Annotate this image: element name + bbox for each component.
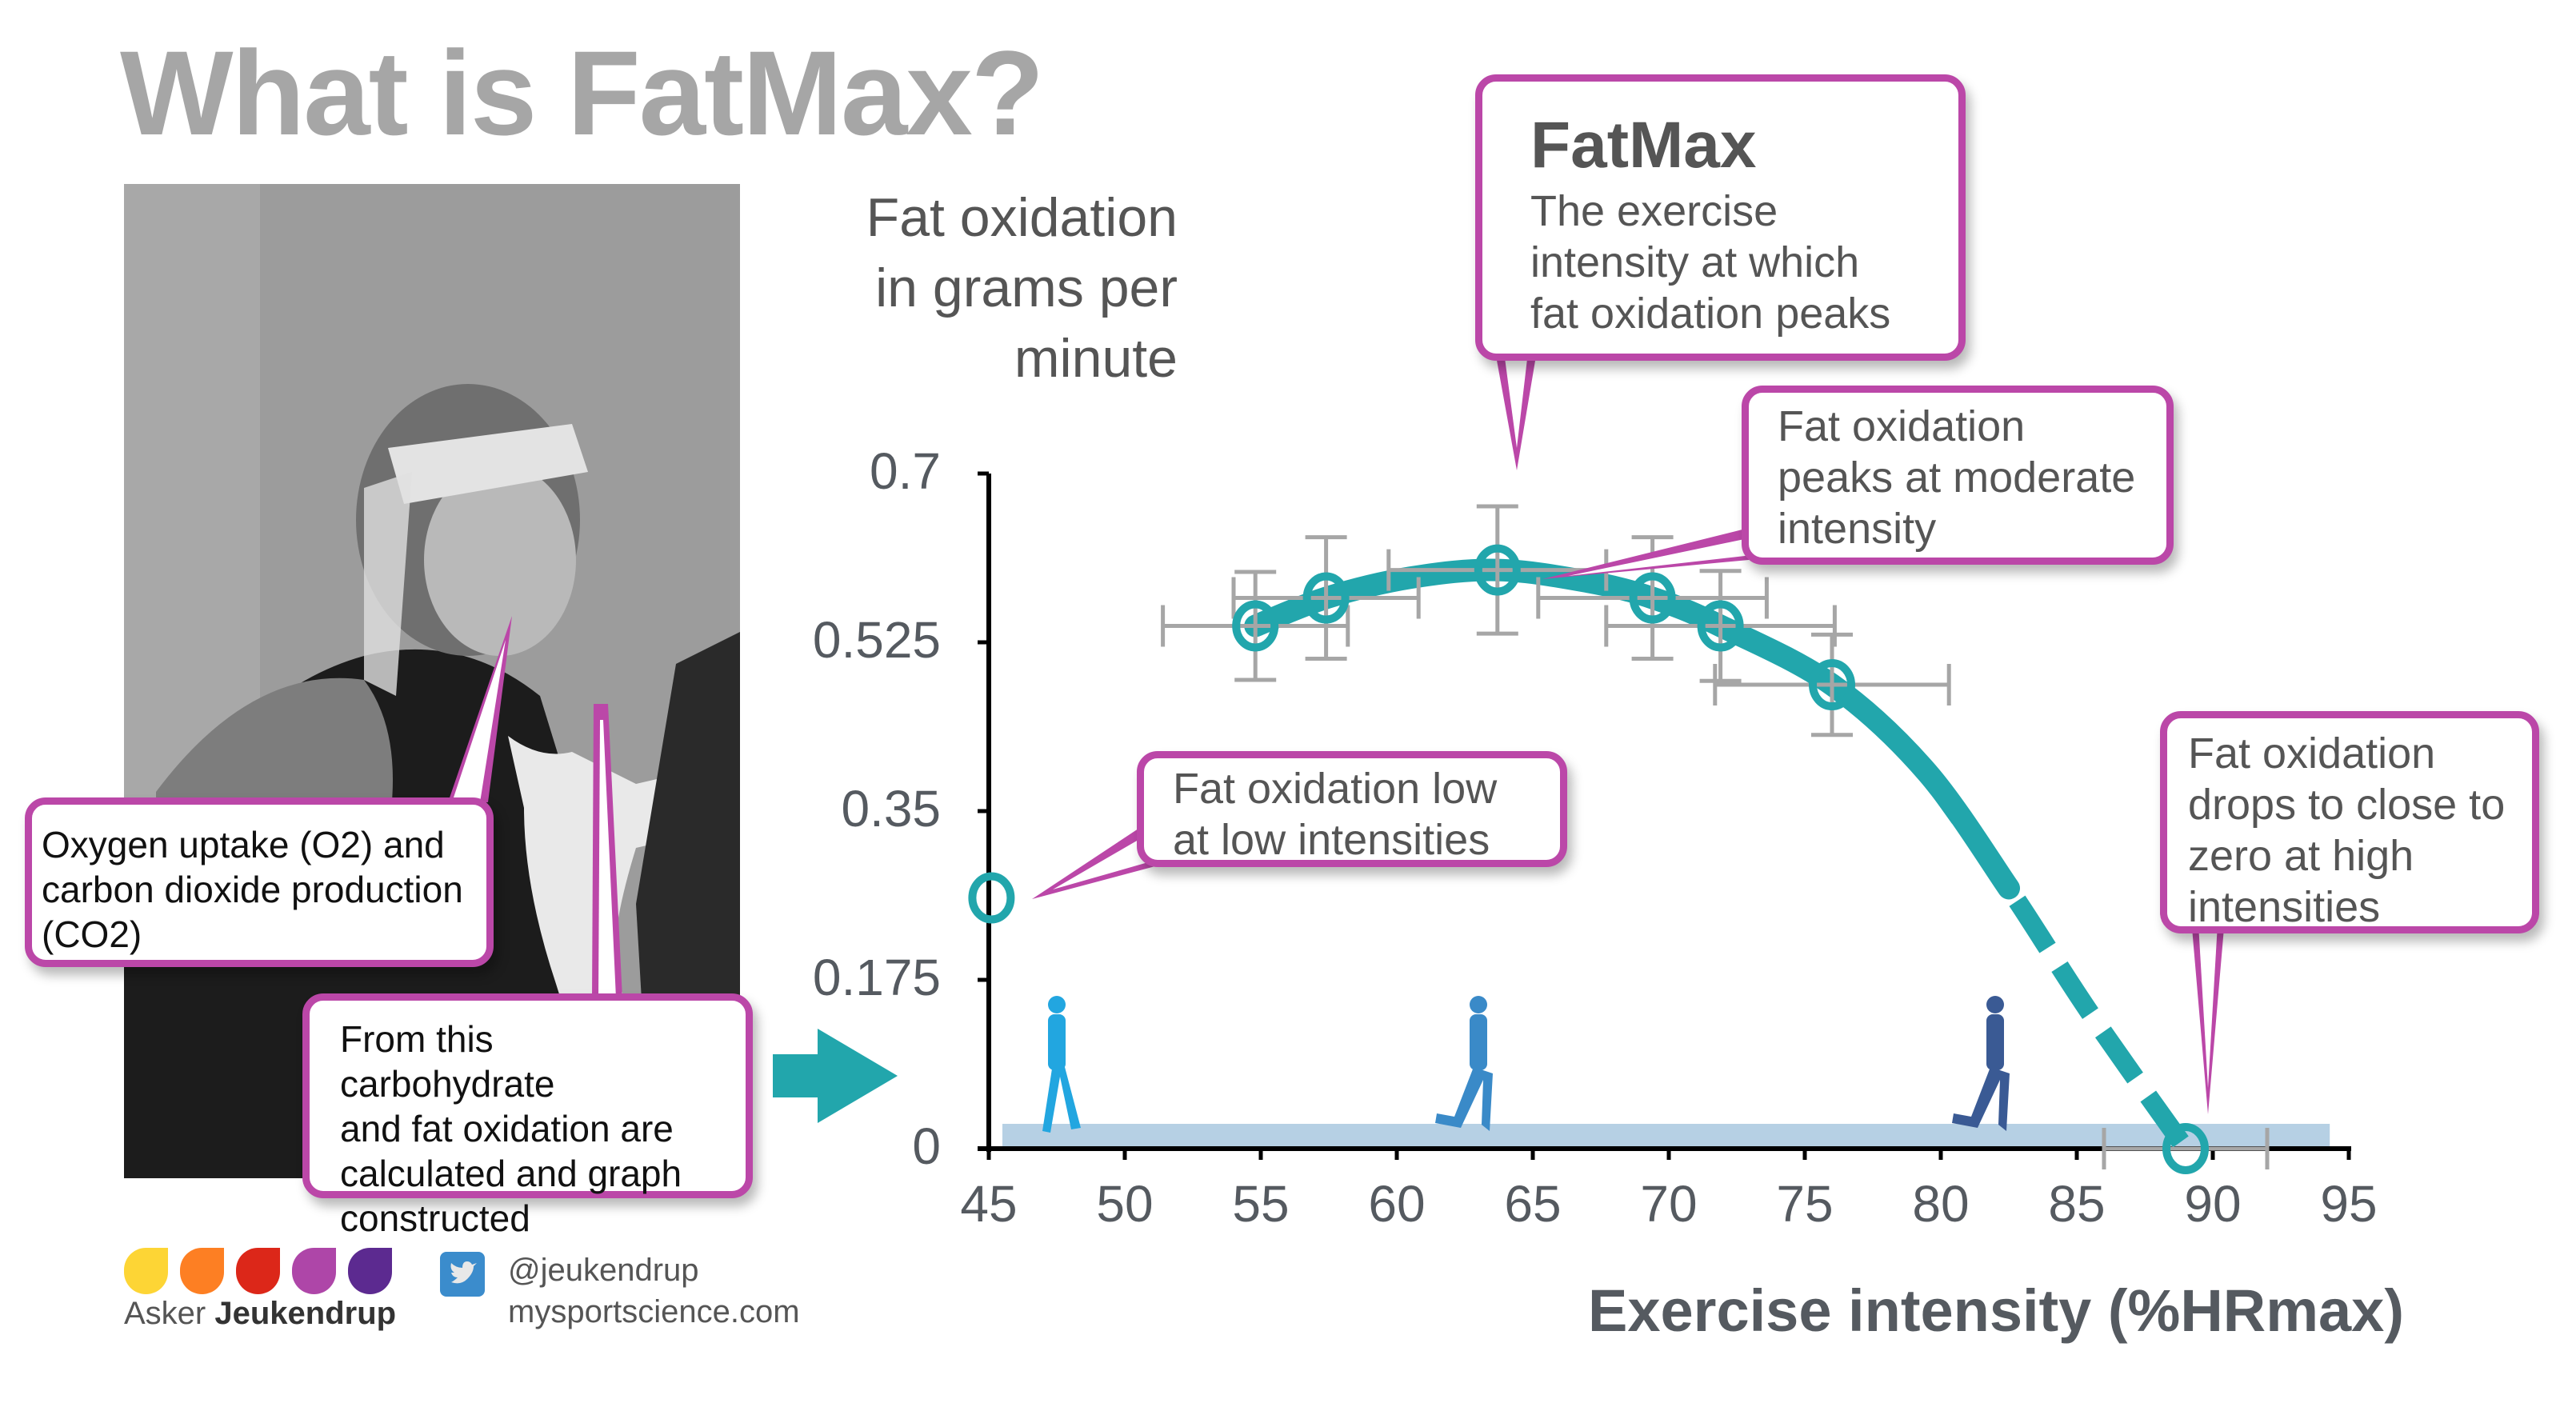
x-axis-title: Exercise intensity (%HRmax) bbox=[1588, 1277, 2404, 1344]
footer-links: @jeukendrup mysportscience.com bbox=[508, 1249, 800, 1333]
callout-line: and fat oxidation are bbox=[340, 1108, 674, 1149]
x-tick-label: 70 bbox=[1640, 1175, 1698, 1233]
callout-line: calculated and graph bbox=[340, 1153, 682, 1194]
callout-line: Fat oxidation low bbox=[1173, 765, 1498, 813]
x-tick-label: 50 bbox=[1096, 1175, 1154, 1233]
callout-line: (CO2) bbox=[42, 913, 142, 955]
data-point bbox=[1302, 572, 1350, 624]
x-tick-label: 75 bbox=[1776, 1175, 1834, 1233]
logo-drop bbox=[236, 1248, 280, 1294]
x-tick-label: 60 bbox=[1368, 1175, 1426, 1233]
y-axis-title: Fat oxidation in grams per minute bbox=[866, 182, 1178, 394]
icon-legs bbox=[1435, 1067, 1493, 1131]
author-first-name: Asker bbox=[124, 1296, 206, 1331]
x-tick-label: 65 bbox=[1504, 1175, 1562, 1233]
logo-drop bbox=[292, 1248, 336, 1294]
data-point bbox=[968, 872, 1015, 924]
activity-band bbox=[1002, 1124, 2330, 1149]
icon-head bbox=[1048, 996, 1066, 1013]
y-axis-title-line: Fat oxidation bbox=[866, 187, 1178, 248]
arrow-right-icon bbox=[773, 1029, 898, 1123]
callout-line: The exercise bbox=[1530, 187, 1778, 235]
fat-oxidation-curve bbox=[1244, 558, 2020, 900]
icon-legs bbox=[1952, 1067, 2010, 1131]
logo-drop bbox=[348, 1248, 392, 1294]
y-tick-label: 0.525 bbox=[812, 611, 941, 669]
y-tick-label: 0.7 bbox=[870, 442, 941, 500]
callout-high-intensity: Fat oxidation drops to close to zero at … bbox=[2160, 711, 2539, 933]
y-axis-title-line: minute bbox=[1014, 328, 1178, 389]
data-point bbox=[1474, 544, 1521, 596]
x-tick-label: 95 bbox=[2320, 1175, 2378, 1233]
twitter-handle[interactable]: @jeukendrup bbox=[508, 1253, 699, 1288]
icon-body bbox=[1470, 1014, 1487, 1070]
logo-drop bbox=[180, 1248, 224, 1294]
twitter-icon[interactable] bbox=[440, 1252, 485, 1297]
x-tick-label: 85 bbox=[2048, 1175, 2106, 1233]
running-icon bbox=[1952, 996, 2010, 1131]
x-tick-label: 55 bbox=[1232, 1175, 1290, 1233]
callout-line: drops to close to bbox=[2188, 781, 2506, 829]
callout-line: intensities bbox=[2188, 883, 2381, 931]
callout-low-intensity: Fat oxidation low at low intensities bbox=[1137, 751, 1567, 867]
data-point bbox=[1809, 659, 1855, 711]
icon-body bbox=[1048, 1014, 1066, 1070]
callout-fatmax: FatMax The exercise intensity at which f… bbox=[1475, 74, 1966, 361]
author-last-name: Jeukendrup bbox=[214, 1296, 397, 1331]
website-link[interactable]: mysportscience.com bbox=[508, 1294, 800, 1329]
callout-line: constructed bbox=[340, 1197, 530, 1239]
callout-line: Fat oxidation bbox=[1778, 402, 2026, 450]
callout-line: intensity at which bbox=[1530, 238, 1860, 286]
callout-line: zero at high bbox=[2188, 832, 2414, 880]
icon-head bbox=[1470, 996, 1487, 1013]
y-tick-label: 0.175 bbox=[812, 949, 941, 1006]
y-axis-title-line: in grams per bbox=[875, 258, 1178, 318]
y-tick-label: 0.35 bbox=[841, 780, 941, 837]
x-tick-label: 90 bbox=[2184, 1175, 2242, 1233]
callout-line: intensity bbox=[1778, 505, 1937, 553]
callout-line: Oxygen uptake (O2) and bbox=[42, 824, 445, 865]
callout-fatmax-heading: FatMax bbox=[1530, 109, 1757, 182]
data-point bbox=[1629, 572, 1676, 624]
icon-head bbox=[1986, 996, 2004, 1013]
y-tick-label: 0 bbox=[912, 1117, 941, 1175]
callout-line: fat oxidation peaks bbox=[1530, 290, 1891, 338]
logo-drop bbox=[124, 1248, 168, 1294]
jogging-icon bbox=[1435, 996, 1493, 1131]
callout-line: Fat oxidation bbox=[2188, 729, 2436, 777]
x-tick-label: 45 bbox=[960, 1175, 1018, 1233]
author-name: Asker Jeukendrup bbox=[124, 1296, 396, 1332]
data-point bbox=[1232, 600, 1279, 652]
x-tick-label: 80 bbox=[1912, 1175, 1970, 1233]
icon-body bbox=[1986, 1014, 2004, 1070]
callout-line: at low intensities bbox=[1173, 816, 1490, 864]
walking-icon bbox=[1042, 996, 1081, 1133]
data-point bbox=[2162, 1123, 2209, 1174]
callout-line: peaks at moderate bbox=[1778, 454, 2136, 502]
page-title: What is FatMax? bbox=[120, 26, 1044, 160]
callout-peaks: Fat oxidation peaks at moderate intensit… bbox=[1742, 386, 2174, 565]
data-point bbox=[1697, 600, 1744, 652]
callout-line: From this carbohydrate bbox=[340, 1018, 555, 1105]
callout-calculation: From this carbohydrate and fat oxidation… bbox=[302, 993, 753, 1239]
callout-line: carbon dioxide production bbox=[42, 869, 463, 910]
callout-oxygen-uptake: Oxygen uptake (O2) and carbon dioxide pr… bbox=[25, 797, 494, 967]
icon-legs bbox=[1042, 1067, 1081, 1133]
